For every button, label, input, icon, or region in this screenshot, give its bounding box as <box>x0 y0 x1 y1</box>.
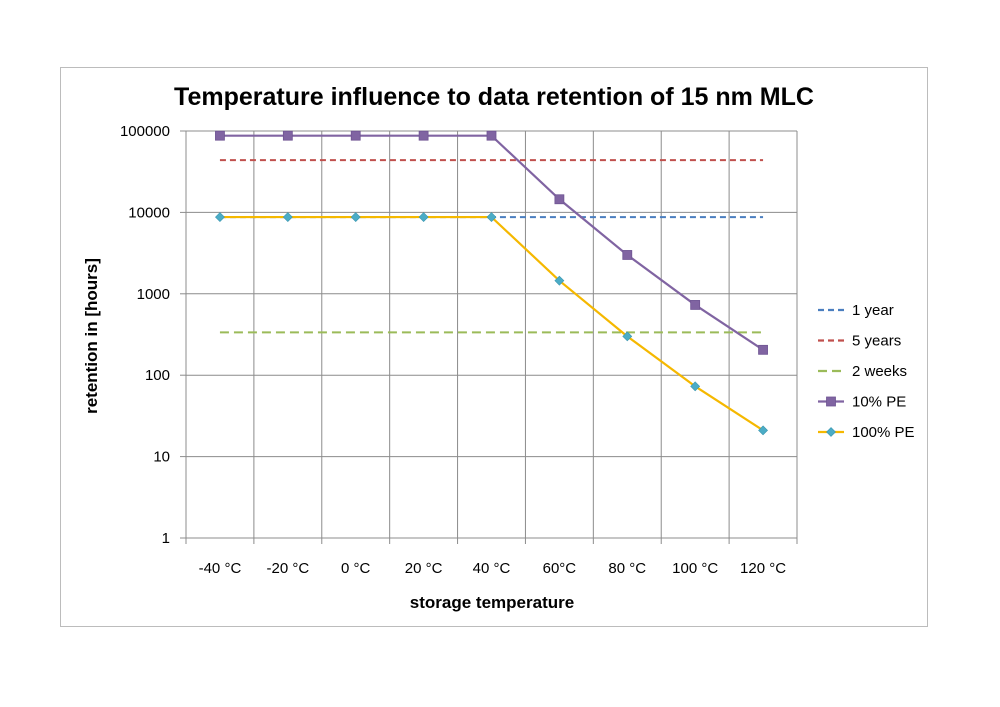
chart-frame: Temperature influence to data retention … <box>60 67 928 627</box>
x-tick-label: 80 °C <box>608 560 646 577</box>
series-line <box>219 215 764 432</box>
legend-label: 1 year <box>852 302 894 319</box>
x-tick-label: -20 °C <box>266 560 309 577</box>
data-point <box>350 212 361 223</box>
x-tick-label: 120 °C <box>740 560 786 577</box>
data-point <box>215 212 225 223</box>
y-tick-label: 100000 <box>120 123 170 140</box>
y-tick-label: 10 <box>153 449 170 466</box>
data-point <box>282 212 293 223</box>
data-point <box>554 275 565 286</box>
data-point <box>350 130 361 141</box>
y-tick-label: 1 <box>162 530 170 547</box>
legend-label: 10% PE <box>852 394 906 411</box>
x-tick-label: 20 °C <box>405 560 443 577</box>
data-point <box>826 396 836 407</box>
data-point <box>486 212 497 223</box>
legend-label: 2 weeks <box>852 363 907 380</box>
line-chart: Temperature influence to data retention … <box>82 83 915 612</box>
data-point <box>622 250 633 260</box>
x-tick-label: 40 °C <box>473 560 511 577</box>
legend: 1 year 5 years 2 weeks 10% PE 100% PE <box>818 302 915 441</box>
y-axis-title: retention in [hours] <box>82 258 101 414</box>
legend-label: 5 years <box>852 333 901 350</box>
x-tick-label: -40 °C <box>199 560 242 577</box>
data-point <box>418 130 429 141</box>
y-tick-label: 100 <box>145 367 170 384</box>
data-point <box>690 300 701 310</box>
data-point <box>215 130 225 141</box>
data-point <box>486 130 497 141</box>
x-tick-label: 0 °C <box>341 560 371 577</box>
data-point <box>622 331 633 342</box>
data-point <box>758 425 768 436</box>
x-tick-label: 100 °C <box>672 560 718 577</box>
x-tick-label: 60°C <box>543 560 577 577</box>
data-point <box>282 130 293 141</box>
data-point <box>690 381 701 392</box>
y-tick-label: 1000 <box>137 286 170 303</box>
x-axis-title: storage temperature <box>410 593 574 612</box>
data-point <box>418 212 429 223</box>
series-line <box>219 134 764 351</box>
chart-title: Temperature influence to data retention … <box>174 83 814 111</box>
legend-label: 100% PE <box>852 424 915 441</box>
data-point <box>758 344 768 355</box>
y-tick-label: 10000 <box>128 204 170 221</box>
data-point <box>554 194 565 205</box>
data-point <box>826 427 836 437</box>
